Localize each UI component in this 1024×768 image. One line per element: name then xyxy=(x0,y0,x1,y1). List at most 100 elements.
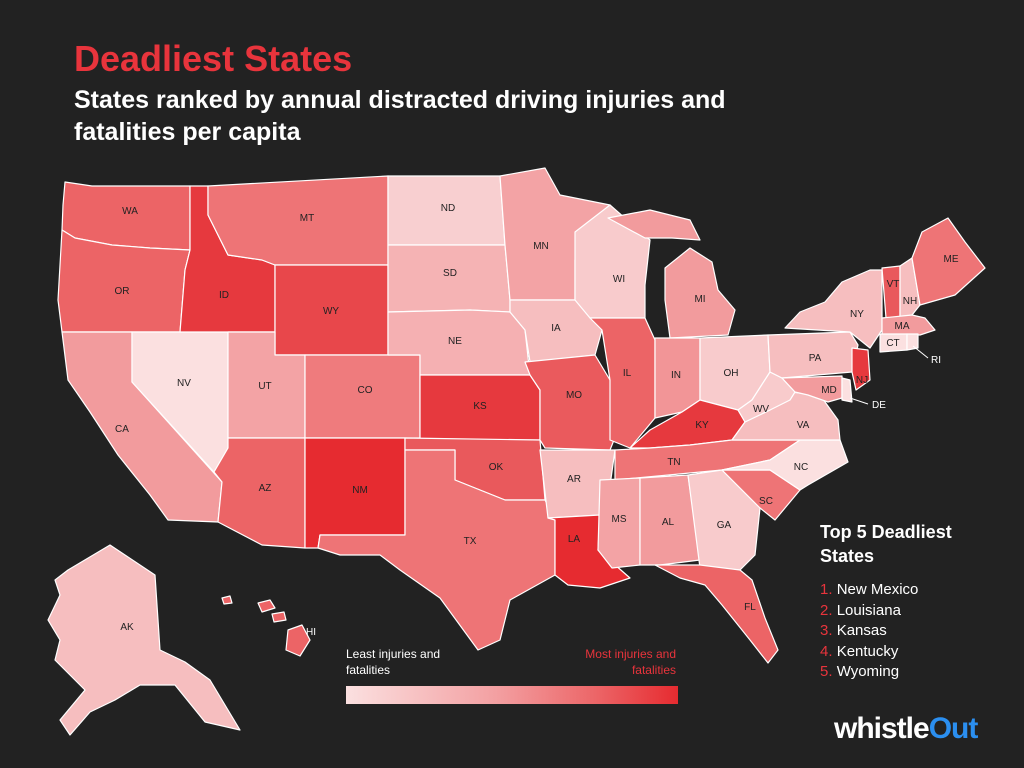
state-MT[interactable] xyxy=(207,175,389,266)
label-NH: NH xyxy=(903,296,917,307)
state-NJ[interactable] xyxy=(851,347,871,391)
page-subtitle: States ranked by annual distracted drivi… xyxy=(74,86,726,146)
label-UT: UT xyxy=(258,381,271,392)
label-MS: MS xyxy=(612,514,627,525)
state-AK[interactable] xyxy=(47,544,241,736)
label-CA: CA xyxy=(115,424,129,435)
label-RI: RI xyxy=(931,355,941,366)
label-KY: KY xyxy=(695,420,709,431)
label-MT: MT xyxy=(300,213,314,224)
label-MD: MD xyxy=(821,385,837,396)
label-ME: ME xyxy=(944,254,959,265)
state-MI[interactable] xyxy=(664,247,736,339)
label-AK: AK xyxy=(120,622,134,633)
state-MD[interactable] xyxy=(781,375,843,403)
label-CO: CO xyxy=(358,385,373,396)
state-HI-islet-2[interactable] xyxy=(271,611,287,623)
top5-state: Louisiana xyxy=(836,601,901,619)
legend-low-label: Least injuries and fatalities xyxy=(346,647,441,677)
label-NM: NM xyxy=(352,485,368,496)
top5-list: 1. New Mexico 2. Louisiana 3. Kansas 4. … xyxy=(820,580,1010,683)
legend-gradient-bar xyxy=(346,686,678,704)
top5-item: 3. Kansas xyxy=(820,621,1010,642)
top5-rank: 1. xyxy=(820,581,833,598)
label-IL: IL xyxy=(623,368,632,379)
label-DE: DE xyxy=(872,400,886,411)
top5-state: New Mexico xyxy=(836,581,919,598)
label-OK: OK xyxy=(489,462,504,473)
label-FL: FL xyxy=(744,602,756,613)
top5-title: Top 5 Deadliest States xyxy=(820,522,952,566)
label-HI: HI xyxy=(306,627,316,638)
label-AR: AR xyxy=(567,474,581,485)
top5-panel: Top 5 Deadliest States 1. New Mexico 2. … xyxy=(820,520,1010,683)
top5-item: 4. Kentucky xyxy=(820,642,1010,663)
logo-part-2: Out xyxy=(928,712,979,745)
label-VT: VT xyxy=(887,279,900,290)
label-GA: GA xyxy=(717,520,732,531)
state-MO[interactable] xyxy=(524,354,621,451)
label-MA: MA xyxy=(895,321,910,332)
label-SD: SD xyxy=(443,268,457,279)
page-title: Deadliest States xyxy=(74,38,353,79)
label-NJ: NJ xyxy=(856,375,868,386)
state-MS[interactable] xyxy=(597,477,641,569)
state-TX[interactable] xyxy=(317,449,556,651)
label-VA: VA xyxy=(797,420,810,431)
state-ME[interactable] xyxy=(911,217,986,306)
top5-item: 2. Louisiana xyxy=(820,601,1010,622)
whistleout-logo: whistleOut xyxy=(834,712,979,746)
label-OH: OH xyxy=(724,368,739,379)
label-ND: ND xyxy=(441,203,455,214)
top5-rank: 5. xyxy=(820,663,833,680)
label-TX: TX xyxy=(464,536,477,547)
state-NH[interactable] xyxy=(899,257,921,319)
state-DE[interactable] xyxy=(841,377,853,403)
label-NE: NE xyxy=(448,336,462,347)
label-SC: SC xyxy=(759,496,773,507)
state-HI[interactable] xyxy=(285,624,311,657)
label-WV: WV xyxy=(753,404,769,415)
top5-state: Wyoming xyxy=(836,663,900,680)
state-CO[interactable] xyxy=(304,354,421,439)
label-ID: ID xyxy=(219,290,229,301)
label-IA: IA xyxy=(551,323,561,334)
state-FL[interactable] xyxy=(654,564,779,664)
legend-high-label: Most injuries and fatalities xyxy=(585,647,676,677)
label-CT: CT xyxy=(886,338,899,349)
label-MI: MI xyxy=(694,294,705,305)
label-MN: MN xyxy=(533,241,549,252)
state-MI-UP[interactable] xyxy=(607,209,701,241)
label-MO: MO xyxy=(566,390,582,401)
label-IN: IN xyxy=(671,370,681,381)
state-AL[interactable] xyxy=(639,474,701,566)
label-WA: WA xyxy=(122,206,138,217)
state-NY[interactable] xyxy=(784,269,883,349)
label-NC: NC xyxy=(794,462,808,473)
logo-part-1: whistle xyxy=(834,712,930,745)
label-OR: OR xyxy=(115,286,130,297)
label-PA: PA xyxy=(809,353,822,364)
top5-item: 5. Wyoming xyxy=(820,662,1010,683)
label-KS: KS xyxy=(473,401,487,412)
label-WI: WI xyxy=(613,274,625,285)
label-LA: LA xyxy=(568,534,581,545)
label-TN: TN xyxy=(667,457,680,468)
label-NV: NV xyxy=(177,378,191,389)
top5-item: 1. New Mexico xyxy=(820,580,1010,601)
state-NC[interactable] xyxy=(721,439,849,491)
state-HI-islet-3[interactable] xyxy=(221,595,233,605)
top5-rank: 2. xyxy=(820,601,833,619)
label-AL: AL xyxy=(662,517,675,528)
top5-rank: 4. xyxy=(820,642,833,660)
label-AZ: AZ xyxy=(259,483,272,494)
state-VT[interactable] xyxy=(881,265,901,319)
state-HI-islet-1[interactable] xyxy=(257,599,276,613)
top5-rank: 3. xyxy=(820,622,833,639)
label-NY: NY xyxy=(850,309,864,320)
top5-state: Kansas xyxy=(836,622,887,639)
top5-state: Kentucky xyxy=(836,642,899,660)
state-RI[interactable] xyxy=(906,333,919,351)
label-WY: WY xyxy=(323,306,339,317)
